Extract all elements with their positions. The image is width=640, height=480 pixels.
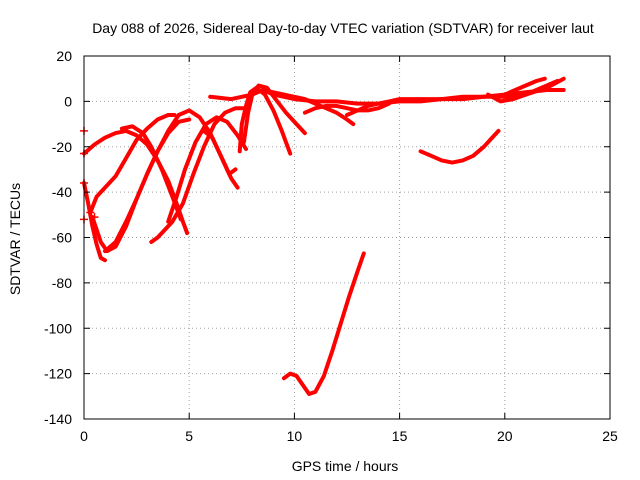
x-tick-label: 5 [185,428,193,444]
data-series [80,76,566,396]
series-arc-17 [502,76,547,97]
series-arc-2 [82,181,107,263]
y-tick-label: -140 [44,411,72,427]
series-arc-9 [201,128,238,176]
y-tick-label: -120 [44,366,72,382]
x-axis-label: GPS time / hours [292,458,399,474]
chart-title: Day 088 of 2026, Sidereal Day-to-day VTE… [92,20,594,36]
series-arc-14 [302,101,392,115]
series-arc-8 [166,115,248,224]
y-tick-label: 20 [56,48,72,64]
y-tick-label: -20 [52,139,72,155]
axis-ticks: 0 5 10 15 20 25 -140 -120 -100 -80 -60 -40 -20 0 20 [44,48,618,444]
series-arc-5 [90,117,192,254]
y-tick-label: -40 [52,184,72,200]
x-tick-label: 0 [80,428,88,444]
y-tick-label: -80 [52,275,72,291]
data-point-marker [86,208,95,217]
grid-lines [84,56,610,419]
series-arc-19 [281,251,366,396]
y-axis-label: SDTVAR / TECUs [7,183,23,295]
y-tick-label: -60 [52,230,72,246]
series-arc-3 [88,113,177,215]
x-tick-label: 15 [392,428,408,444]
y-tick-label: -100 [44,320,72,336]
series-arc-16 [486,79,560,104]
x-tick-label: 20 [497,428,513,444]
series-arc-13 [260,88,356,127]
series-arc-12 [241,83,307,145]
x-tick-label: 10 [287,428,303,444]
series-arc-7 [149,106,246,244]
data-point-marker [90,213,99,222]
series-arc-18 [418,128,501,165]
x-tick-label: 25 [602,428,618,444]
series-arc-6 [119,124,183,222]
y-tick-label: 0 [64,93,72,109]
